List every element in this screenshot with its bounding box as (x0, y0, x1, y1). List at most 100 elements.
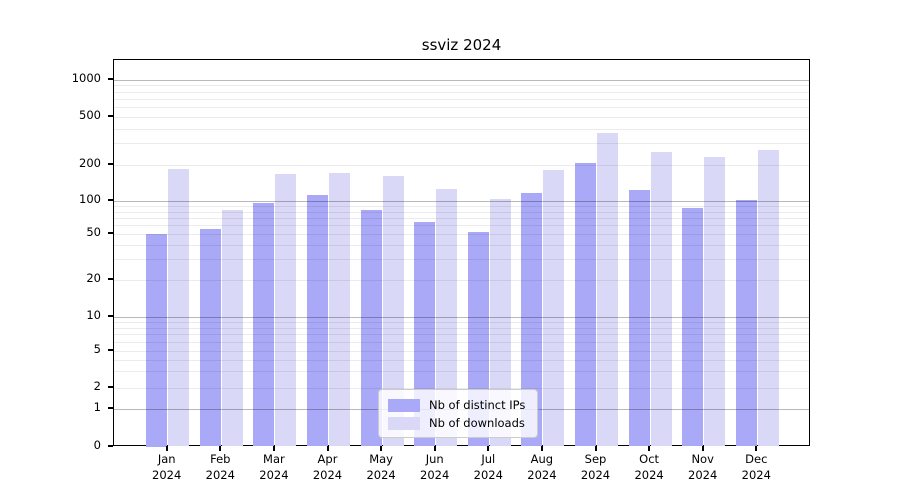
x-tick-mark-oct (648, 446, 651, 451)
legend-label-downloads: Nb of downloads (429, 416, 525, 430)
legend-swatch-downloads (388, 416, 420, 430)
bar-downloads-apr (329, 172, 350, 447)
minor-gridline-2 (114, 387, 809, 389)
bar-downloads-dec (757, 150, 779, 447)
legend: Nb of distinct IPs Nb of downloads (378, 389, 539, 438)
y-tick-label-2: 2 (93, 378, 101, 393)
minor-gridline-60 (114, 225, 809, 227)
legend-swatch-distinct-ips (388, 398, 420, 412)
y-tick-mark-10 (108, 315, 113, 317)
x-tick-mark-dec (755, 446, 758, 451)
y-tick-mark-50 (108, 232, 113, 234)
minor-gridline-90 (114, 206, 809, 208)
y-tick-mark-5 (108, 348, 113, 351)
x-tick-mark-nov (701, 446, 704, 451)
y-tick-mark-0 (108, 444, 113, 447)
y-tick-label-50: 50 (86, 225, 101, 239)
x-tick-label-aug: Aug 2024 (511, 452, 573, 483)
legend-row-downloads: Nb of downloads (388, 416, 525, 430)
x-tick-month: Oct (639, 452, 660, 466)
x-tick-label-jan: Jan 2024 (136, 452, 198, 483)
minor-gridline-600 (114, 107, 809, 109)
y-tick-mark-100 (108, 199, 113, 201)
x-tick-month: Apr (317, 452, 338, 466)
y-tick-mark-500 (108, 115, 113, 117)
minor-gridline-500 (114, 117, 809, 118)
y-tick-mark-20 (108, 277, 113, 280)
minor-gridline-9 (114, 322, 809, 324)
bar-distinct-ips-jan (146, 234, 168, 447)
bar-distinct-ips-dec (735, 200, 757, 447)
x-tick-month: Jul (481, 452, 496, 466)
minor-gridline-400 (114, 128, 809, 130)
bar-distinct-ips-apr (307, 195, 328, 447)
x-tick-label-apr: Apr 2024 (297, 452, 359, 483)
x-tick-month: Aug (530, 452, 554, 466)
y-tick-label-200: 200 (79, 155, 101, 170)
y-tick-label-500: 500 (79, 108, 101, 122)
legend-row-distinct-ips: Nb of distinct IPs (388, 398, 525, 412)
minor-gridline-30 (114, 259, 809, 261)
x-tick-label-mar: Mar 2024 (243, 452, 305, 483)
x-tick-mark-jul (487, 446, 490, 451)
x-tick-year: 2024 (420, 467, 450, 482)
x-tick-label-may: May 2024 (350, 452, 412, 483)
chart-title: ssviz 2024 (421, 36, 502, 54)
y-tick-mark-2 (108, 385, 113, 388)
x-tick-year: 2024 (527, 467, 557, 482)
x-tick-year: 2024 (473, 467, 503, 482)
minor-gridline-40 (114, 245, 809, 247)
x-tick-month: Jan (157, 452, 176, 466)
x-tick-year: 2024 (741, 467, 771, 482)
x-tick-label-jun: Jun 2024 (404, 452, 466, 483)
minor-gridline-8 (114, 327, 809, 329)
x-tick-year: 2024 (634, 467, 664, 482)
minor-gridline-70 (114, 217, 809, 219)
x-tick-mark-mar (272, 446, 275, 451)
x-tick-year: 2024 (259, 467, 289, 482)
y-tick-mark-1000 (108, 77, 113, 80)
x-tick-mark-apr (326, 446, 329, 451)
x-tick-month: Mar (263, 452, 285, 466)
bar-downloads-aug (543, 170, 565, 447)
major-gridline-10 (114, 317, 809, 318)
minor-gridline-5 (114, 350, 809, 352)
bar-downloads-jan (168, 168, 190, 447)
y-tick-label-1: 1 (93, 400, 101, 414)
bar-distinct-ips-aug (521, 192, 543, 447)
y-tick-mark-1 (108, 407, 113, 409)
x-tick-label-oct: Oct 2024 (618, 452, 680, 483)
major-gridline-1000 (114, 79, 809, 81)
x-tick-month: Jun (425, 452, 444, 466)
x-tick-label-sep: Sep 2024 (565, 452, 627, 483)
y-tick-label-10: 10 (86, 308, 101, 322)
x-tick-mark-sep (594, 446, 597, 451)
x-tick-month: Feb (210, 452, 231, 466)
bar-downloads-sep (597, 133, 618, 447)
x-tick-year: 2024 (205, 467, 235, 482)
x-tick-mark-jun (433, 446, 436, 451)
bar-downloads-oct (650, 151, 672, 447)
x-tick-year: 2024 (312, 467, 343, 482)
y-tick-label-5: 5 (93, 341, 101, 356)
bar-downloads-may (382, 176, 404, 447)
minor-gridline-6 (114, 341, 809, 343)
x-tick-label-jul: Jul 2024 (457, 452, 519, 483)
minor-gridline-80 (114, 211, 809, 213)
y-tick-mark-200 (108, 162, 113, 165)
bar-distinct-ips-feb (199, 229, 221, 447)
y-tick-label-100: 100 (79, 192, 101, 206)
x-tick-label-feb: Feb 2024 (189, 452, 251, 483)
bar-downloads-mar (275, 173, 297, 447)
x-tick-year: 2024 (152, 467, 182, 482)
minor-gridline-20 (114, 279, 809, 281)
x-tick-month: Sep (584, 452, 607, 466)
x-tick-label-nov: Nov 2024 (672, 452, 734, 483)
legend-label-distinct-ips: Nb of distinct IPs (429, 398, 526, 412)
plot-area: Nb of distinct IPs Nb of downloads (113, 59, 810, 447)
x-tick-month: Nov (691, 452, 714, 466)
minor-gridline-7 (114, 334, 809, 336)
x-tick-mark-may (380, 446, 383, 451)
y-tick-label-0: 0 (93, 437, 101, 452)
x-tick-mark-jan (165, 446, 168, 451)
